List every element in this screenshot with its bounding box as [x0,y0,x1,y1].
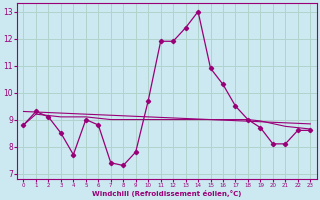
X-axis label: Windchill (Refroidissement éolien,°C): Windchill (Refroidissement éolien,°C) [92,190,242,197]
